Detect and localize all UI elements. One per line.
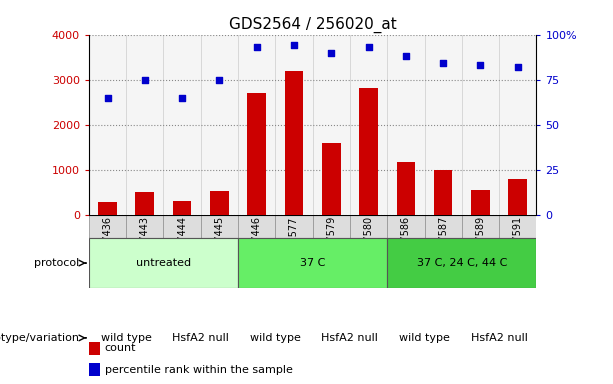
Text: GSM107579: GSM107579 bbox=[326, 216, 337, 275]
FancyBboxPatch shape bbox=[387, 215, 424, 238]
Point bbox=[289, 42, 299, 48]
Title: GDS2564 / 256020_at: GDS2564 / 256020_at bbox=[229, 17, 397, 33]
Text: GSM107446: GSM107446 bbox=[252, 216, 262, 275]
Bar bbox=[89, 363, 100, 376]
Text: GSM107436: GSM107436 bbox=[102, 216, 113, 275]
Text: HsfA2 null: HsfA2 null bbox=[321, 333, 378, 343]
FancyBboxPatch shape bbox=[89, 215, 126, 238]
Text: wild type: wild type bbox=[250, 333, 301, 343]
Point bbox=[326, 50, 336, 56]
Bar bbox=[284, 71, 303, 215]
Bar bbox=[322, 143, 341, 215]
FancyBboxPatch shape bbox=[126, 215, 164, 238]
Bar bbox=[508, 179, 527, 215]
Text: GSM107580: GSM107580 bbox=[364, 216, 373, 275]
Bar bbox=[359, 88, 378, 215]
Bar bbox=[248, 93, 266, 215]
FancyBboxPatch shape bbox=[499, 215, 536, 238]
Point bbox=[102, 95, 112, 101]
Text: HsfA2 null: HsfA2 null bbox=[471, 333, 528, 343]
Text: GSM107586: GSM107586 bbox=[401, 216, 411, 275]
Point bbox=[438, 60, 448, 66]
FancyBboxPatch shape bbox=[164, 215, 201, 238]
Point bbox=[215, 77, 224, 83]
FancyBboxPatch shape bbox=[350, 215, 387, 238]
Text: wild type: wild type bbox=[101, 333, 151, 343]
Text: GSM107587: GSM107587 bbox=[438, 216, 448, 275]
Text: 37 C, 24 C, 44 C: 37 C, 24 C, 44 C bbox=[417, 258, 507, 268]
Point bbox=[177, 95, 187, 101]
Point bbox=[513, 64, 523, 70]
FancyBboxPatch shape bbox=[462, 215, 499, 238]
Bar bbox=[98, 202, 117, 215]
Text: GSM107589: GSM107589 bbox=[476, 216, 485, 275]
Point bbox=[476, 62, 485, 68]
Text: untreated: untreated bbox=[136, 258, 191, 268]
Bar bbox=[434, 170, 452, 215]
Text: genotype/variation: genotype/variation bbox=[0, 333, 80, 343]
Bar bbox=[89, 342, 100, 355]
Text: count: count bbox=[105, 343, 136, 354]
Bar bbox=[173, 201, 191, 215]
Text: GSM107444: GSM107444 bbox=[177, 216, 187, 275]
Bar bbox=[210, 191, 229, 215]
Text: percentile rank within the sample: percentile rank within the sample bbox=[105, 364, 292, 375]
Text: GSM107577: GSM107577 bbox=[289, 216, 299, 276]
Text: protocol: protocol bbox=[34, 258, 80, 268]
Point bbox=[252, 44, 262, 50]
FancyBboxPatch shape bbox=[238, 238, 387, 288]
Bar bbox=[397, 162, 415, 215]
Text: GSM107445: GSM107445 bbox=[215, 216, 224, 275]
Bar bbox=[135, 192, 154, 215]
FancyBboxPatch shape bbox=[424, 215, 462, 238]
FancyBboxPatch shape bbox=[201, 215, 238, 238]
Text: GSM107591: GSM107591 bbox=[512, 216, 523, 275]
Text: wild type: wild type bbox=[399, 333, 450, 343]
FancyBboxPatch shape bbox=[89, 238, 238, 288]
Bar bbox=[471, 190, 490, 215]
Text: 37 C: 37 C bbox=[300, 258, 326, 268]
Text: GSM107443: GSM107443 bbox=[140, 216, 150, 275]
FancyBboxPatch shape bbox=[275, 215, 313, 238]
Point bbox=[364, 44, 373, 50]
FancyBboxPatch shape bbox=[387, 238, 536, 288]
FancyBboxPatch shape bbox=[238, 215, 275, 238]
FancyBboxPatch shape bbox=[313, 215, 350, 238]
Point bbox=[401, 53, 411, 59]
Point bbox=[140, 77, 150, 83]
Text: HsfA2 null: HsfA2 null bbox=[172, 333, 229, 343]
